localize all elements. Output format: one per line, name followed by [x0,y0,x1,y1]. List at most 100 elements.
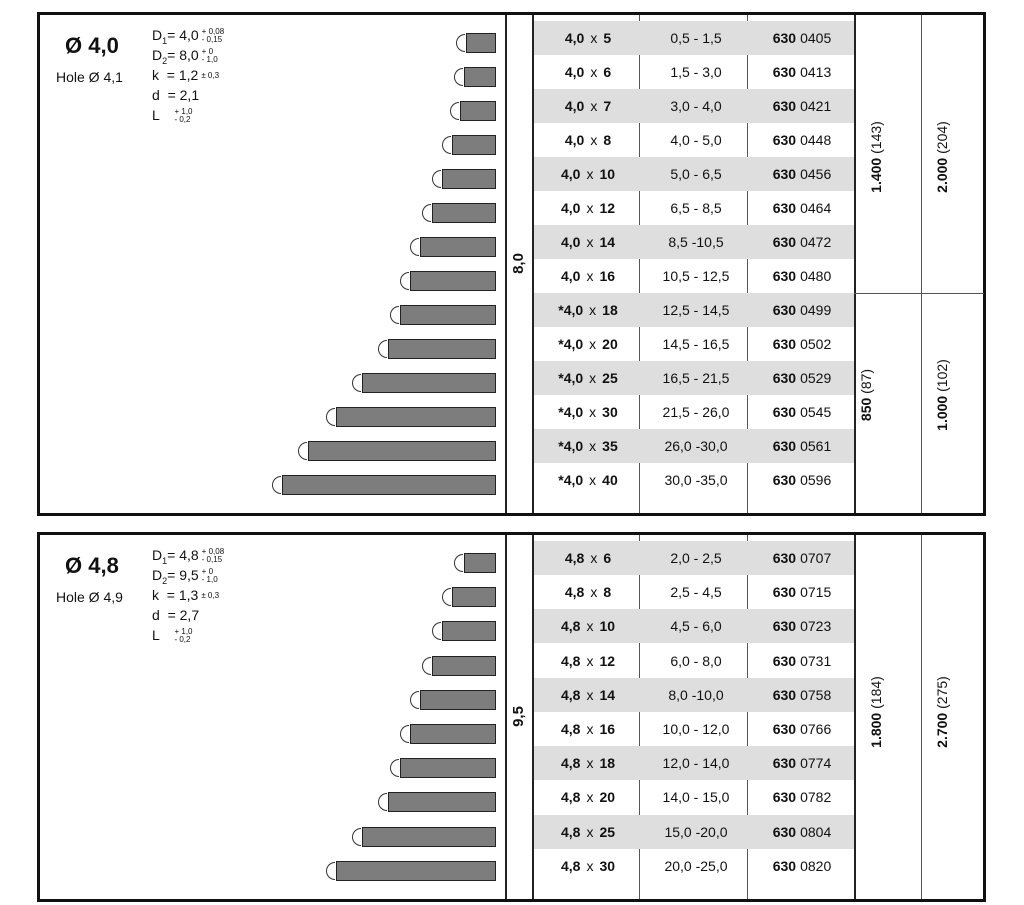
article-suffix: 0707 [800,550,832,566]
tol-plus: + 1,0 [174,627,193,637]
grip-range: 14,0 - 15,0 [662,789,730,806]
rivet-diameter: 4,8 [560,618,581,635]
tol-plus: + 1,0 [174,107,193,117]
spec-tolerance: + 1,0- 0,2 [174,628,192,644]
grip-range: 16,5 - 21,5 [662,370,730,386]
rivet-size: 4,8 x 6 [534,550,642,566]
qty-main: 1.000 [933,395,950,431]
spec-tolerance: + 0- 1,0 [202,48,218,64]
spec-label: k [152,587,159,603]
grip-range: 8,5 -10,5 [668,234,724,250]
article-number: 630 0715 [750,584,854,600]
rivet-drawing [326,860,496,881]
qty-weight: (204) [933,121,950,158]
article-prefix: 630 [772,132,797,148]
article-number: 630 0723 [750,618,854,634]
rivet-diameter: 4,8 [564,584,585,601]
rivet-diameter: 4,0 [563,336,584,352]
rivet-head [400,272,409,290]
column-divider [505,15,507,513]
spec-value: = 9,5 [167,567,199,583]
times-sign: x [589,370,597,386]
rivet-head [432,622,441,641]
times-sign: x [586,755,594,772]
spec-label: D [152,47,163,63]
article-suffix: 0723 [800,618,832,635]
times-sign: x [589,472,597,488]
grip-range: 4,5 - 6,0 [670,618,722,635]
rivet-diameter: 4,8 [560,755,581,772]
article-suffix: 0715 [800,584,832,601]
carton-quantity: 2.000 (204) [934,121,950,193]
rivet-size: 4,8 x 8 [534,584,642,600]
article-number: 630 0707 [750,550,854,566]
tol-plus: + 0,08 [201,27,225,37]
article-prefix: 630 [772,438,797,454]
rivet-length: 6 [603,550,612,566]
spec-label: L [152,107,160,123]
article-number: 630 0499 [750,302,854,318]
qty-main: 1.400 [867,157,884,193]
column-divider [532,535,534,899]
rivet-size: *4,0 x 40 [534,472,642,488]
table-row: 4,0 x 5 0,5 - 1,5 630 0405 [534,21,854,55]
rivet-length: 35 [602,438,618,454]
times-sign: x [586,234,594,250]
rivet-length: 20 [602,336,618,352]
rivet-head [326,408,335,426]
rivet-shaft [400,758,496,779]
rivet-head [442,588,451,607]
table-row: 4,0 x 14 8,5 -10,5 630 0472 [534,225,854,259]
table-row: *4,0 x 40 30,0 -35,0 630 0596 [534,463,854,497]
article-prefix: 630 [772,404,797,420]
rivet-head [390,759,399,778]
article-number: 630 0561 [750,438,854,454]
article-number: 630 0405 [750,30,854,46]
rivet-diameter: 4,0 [563,302,584,318]
hole-size: Hole Ø 4,9 [56,589,123,605]
availability-mark: * [558,370,564,386]
article-number: 630 0529 [750,370,854,386]
diameter-heading: Ø 4,0 [65,33,119,58]
rivet-size: 4,8 x 12 [534,653,642,669]
rivet-length: 30 [599,857,616,874]
rivet-diameter: 4,0 [564,64,585,80]
rivet-head [326,861,335,880]
rivet-drawing [298,441,496,461]
qty-weight: (275) [933,676,950,713]
box-quantity: 1.400 (143) [868,121,884,193]
spec-value: = 2,7 [167,607,200,623]
article-number: 630 0758 [750,687,854,703]
times-sign: x [590,64,598,80]
rivet-diameter: 4,0 [560,166,581,182]
rivet-length: 16 [599,268,616,284]
rivet-head [390,306,399,324]
grip-range: 10,0 - 12,0 [662,721,730,737]
article-number: 630 0731 [750,653,854,669]
article-prefix: 630 [772,721,797,737]
rivet-length: 40 [602,472,618,488]
rivet-drawing [454,553,496,573]
rivet-size: 4,8 x 30 [534,858,642,874]
table-row: 4,0 x 8 4,0 - 5,0 630 0448 [534,123,854,157]
rivet-drawing [400,724,496,744]
spec-d1: D1= 4,0 + 0,08- 0,15 [152,25,225,46]
grip-range: 26,0 -30,0 [664,438,728,454]
table-row: 4,8 x 12 6,0 - 8,0 630 0731 [534,644,854,678]
rivet-size: 4,0 x 12 [534,200,642,216]
availability-mark: * [558,336,564,352]
table-row: 4,8 x 8 2,5 - 4,5 630 0715 [534,575,854,609]
spec-subscript: 1 [162,555,168,566]
times-sign: x [586,823,594,840]
spec-list: D1= 4,0 + 0,08- 0,15 D2= 8,0 + 0- 1,0 k = 1,… [152,25,224,125]
grip-range: 15,0 -20,0 [664,823,728,840]
rivet-diameter: 4,0 [563,472,584,488]
spec-tolerance: ± 0,3 [201,591,220,601]
times-sign: x [589,336,597,352]
column-divider [639,15,640,513]
article-prefix: 630 [772,234,797,250]
rivet-shaft [464,67,496,87]
table-row: 4,8 x 30 20,0 -25,0 630 0820 [534,849,854,883]
qty-weight: (143) [867,121,884,158]
rivet-shaft [336,860,496,881]
